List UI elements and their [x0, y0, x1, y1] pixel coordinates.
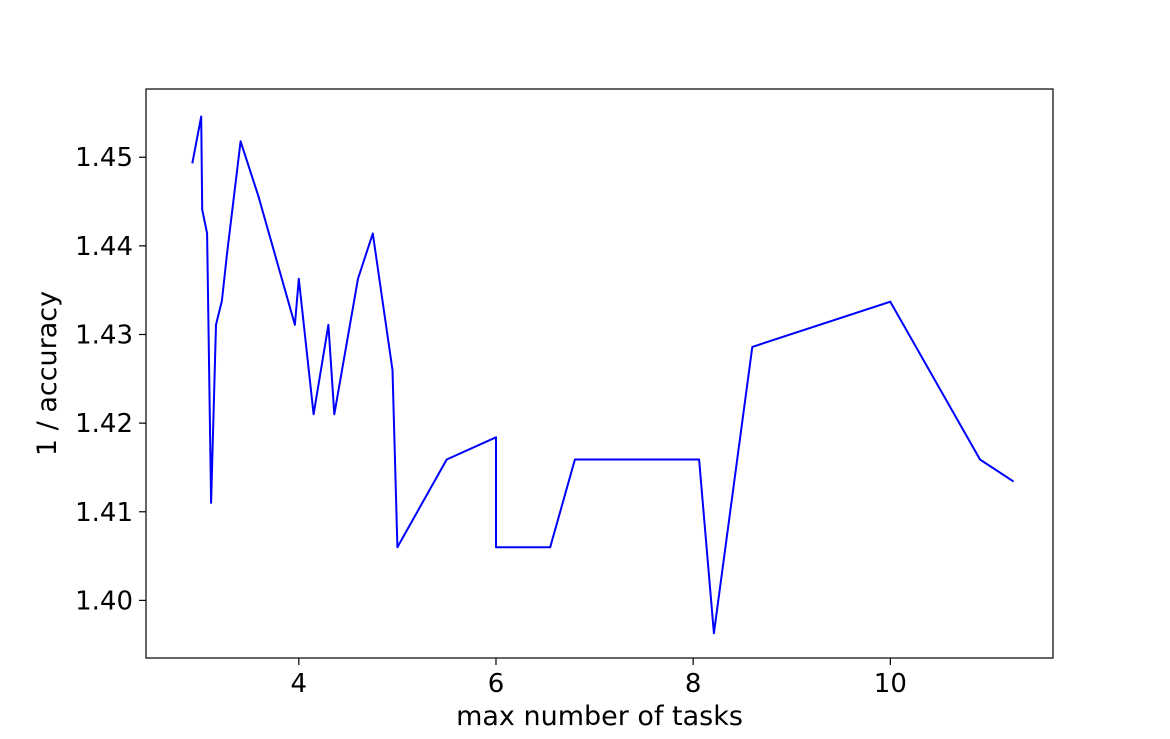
y-tick-label: 1.45 [75, 143, 133, 173]
y-tick-label: 1.41 [75, 498, 133, 528]
y-tick-label: 1.44 [75, 232, 133, 262]
x-tick-label: 10 [874, 669, 907, 699]
x-axis-ticks: 4 6 8 10 [291, 658, 907, 699]
y-tick-label: 1.43 [75, 321, 133, 351]
series-line [191, 115, 1015, 635]
y-tick-label: 1.42 [75, 409, 133, 439]
y-axis-ticks: 1.40 1.41 1.42 1.43 1.44 1.45 [75, 143, 146, 616]
x-tick-label: 4 [291, 669, 308, 699]
y-tick-label: 1.40 [75, 586, 133, 616]
y-axis-label: 1 / accuracy [32, 291, 63, 456]
series-group [191, 115, 1015, 635]
x-tick-label: 6 [488, 669, 505, 699]
plot-area [145, 88, 1054, 659]
x-tick-label: 8 [685, 669, 702, 699]
x-axis-label: max number of tasks [456, 701, 743, 732]
